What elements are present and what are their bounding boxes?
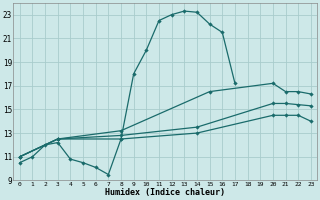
X-axis label: Humidex (Indice chaleur): Humidex (Indice chaleur) [105, 188, 225, 197]
